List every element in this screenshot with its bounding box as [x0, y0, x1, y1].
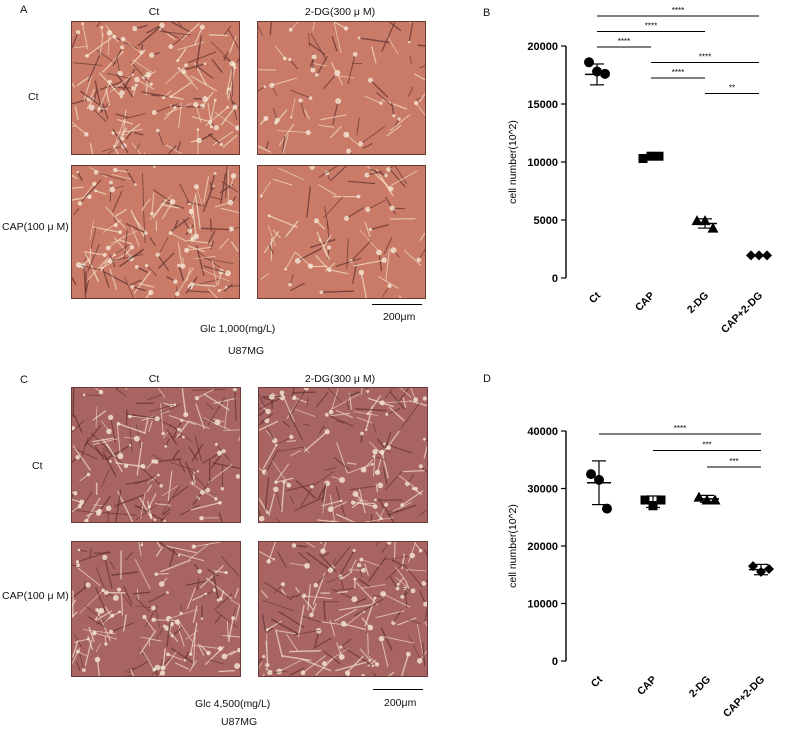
chart-b-ytick-label: 15000 — [527, 99, 558, 111]
panel-a-scale-label: 200μm — [383, 311, 416, 323]
panel-c-col-label-2dg: 2-DG(300 μ M) — [304, 373, 376, 385]
chart-b-point-diamond — [746, 250, 756, 261]
chart-d-ytick-label: 20000 — [527, 541, 558, 553]
micrograph-a-ct-ct — [71, 21, 240, 155]
chart-b-ytick-label: 5000 — [534, 215, 558, 227]
chart-b-point-triangle — [699, 215, 711, 226]
micrograph-a-cap-2dg — [257, 165, 426, 299]
chart-d-point-square — [656, 495, 666, 505]
chart-b-point-circle — [600, 68, 610, 79]
chart-d-ytick-label: 10000 — [527, 599, 558, 611]
panel-b-letter: B — [483, 7, 491, 19]
chart-b-point-diamond — [762, 250, 772, 261]
chart-d-point-triangle — [701, 494, 713, 505]
panel-c-scale-bar — [373, 689, 423, 691]
chart-b-sig-label: **** — [645, 22, 657, 31]
chart-b-sig-label: **** — [618, 37, 630, 46]
panel-a-row-label-ct: Ct — [28, 91, 39, 103]
chart-b-point-circle — [592, 66, 602, 77]
micrograph-c-ct-2dg — [258, 387, 428, 523]
chart-b-sig-label: **** — [672, 68, 684, 77]
chart-b-point-triangle — [691, 215, 703, 226]
panel-c-col-label-ct: Ct — [148, 373, 160, 385]
panel-a-scale-bar — [372, 304, 422, 306]
chart-d-sig-label: *** — [729, 457, 738, 466]
chart-d-point-triangle — [709, 494, 721, 505]
chart-b-point-square — [646, 151, 656, 161]
chart-d-point-square — [640, 495, 650, 505]
chart-d-point-square — [648, 501, 658, 511]
chart-b-ytick-label: 10000 — [527, 157, 558, 169]
chart-b-ytick-label: 0 — [552, 273, 558, 285]
panel-a-row-label-cap: CAP(100 μ M) — [2, 221, 69, 233]
chart-b-point-triangle — [707, 222, 719, 233]
panel-d-letter: D — [483, 373, 491, 385]
chart-b-sig-label: ** — [729, 84, 735, 93]
chart-d-ytick-label: 0 — [552, 656, 558, 668]
chart-d-ytick-label: 30000 — [527, 484, 558, 496]
chart-d-point-circle — [594, 474, 604, 485]
micrograph-c-cap-2dg — [258, 541, 428, 677]
chart-b-point-square — [654, 151, 664, 161]
chart-d-point-diamond — [748, 561, 758, 572]
chart-b-point-diamond — [754, 250, 764, 261]
panel-a-col-label-ct: Ct — [148, 6, 160, 18]
chart-d-point-diamond — [756, 566, 766, 577]
micrograph-a-cap-ct — [71, 165, 240, 299]
panel-a-col-label-2dg: 2-DG(300 μ M) — [304, 6, 376, 18]
panel-a-cell-caption: U87MG — [228, 345, 265, 357]
chart-d-point-diamond — [764, 564, 774, 574]
chart-b-ytick-label: 20000 — [527, 41, 558, 53]
chart-b-point-square — [638, 154, 648, 164]
chart-d-sig-label: *** — [702, 441, 711, 450]
panel-c-cell-caption: U87MG — [221, 716, 258, 728]
micrograph-c-cap-ct — [71, 541, 241, 677]
chart-d-point-triangle — [693, 491, 705, 502]
chart-b-sig-label: **** — [672, 6, 684, 15]
panel-c-row-label-cap: CAP(100 μ M) — [2, 590, 69, 602]
panel-a-letter: A — [20, 4, 28, 16]
chart-b-ylabel: cell number(10^2) — [507, 120, 519, 204]
chart-b-point-circle — [584, 57, 594, 68]
chart-d-xtick-label: CAP — [635, 674, 659, 698]
micrograph-a-ct-2dg — [257, 21, 426, 155]
chart-d-point-circle — [602, 503, 612, 514]
chart-d-ytick-label: 40000 — [527, 426, 558, 438]
panel-c-row-label-ct: Ct — [32, 460, 43, 472]
chart-d-point-circle — [586, 469, 596, 480]
chart-b-sig-label: **** — [699, 53, 711, 62]
micrograph-c-ct-ct — [71, 387, 241, 523]
panel-c-letter: C — [20, 374, 28, 386]
chart-d-xtick-label: CAP+2-DG — [721, 674, 767, 720]
panel-c-glc-caption: Glc 4,500(mg/L) — [195, 698, 271, 710]
panel-a-glc-caption: Glc 1,000(mg/L) — [200, 323, 276, 335]
panel-c-scale-label: 200μm — [384, 697, 417, 709]
chart-d-xtick-label: Ct — [589, 673, 606, 690]
chart-d-xtick-label: 2-DG — [687, 674, 713, 700]
chart-d-sig-label: **** — [674, 424, 686, 433]
chart-d-ylabel: cell number(10^2) — [507, 504, 519, 588]
